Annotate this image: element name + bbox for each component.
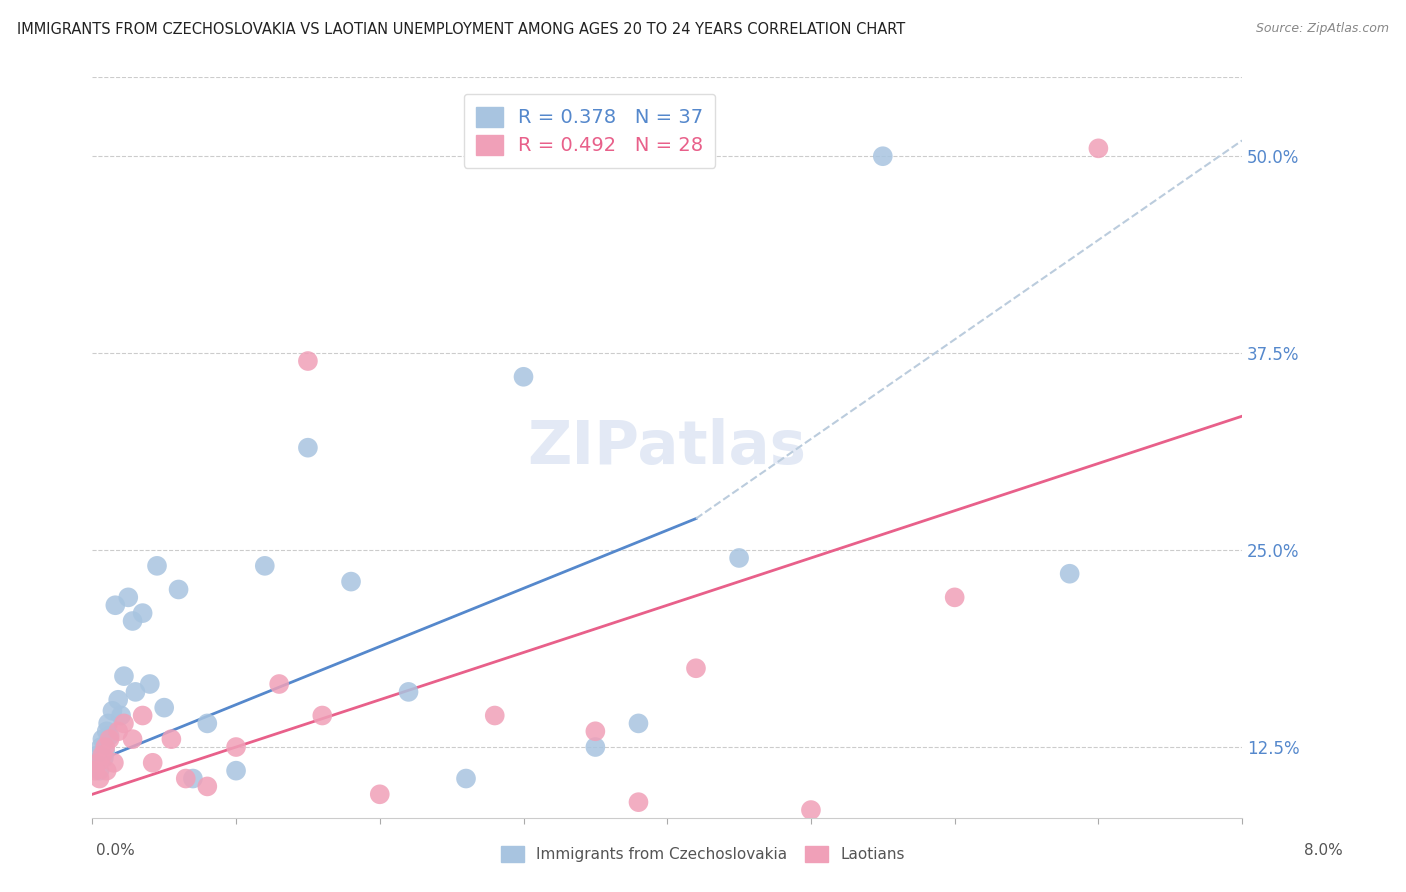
Point: [484, 708, 506, 723]
Point: [685, 661, 707, 675]
Point: [107, 692, 129, 706]
Point: [454, 772, 477, 786]
Point: [124, 685, 146, 699]
Point: [93, 751, 115, 765]
Point: [89, 764, 111, 778]
Point: [627, 795, 650, 809]
Point: [121, 732, 143, 747]
Point: [340, 574, 363, 589]
Point: [225, 764, 247, 778]
Point: [91, 747, 114, 762]
Point: [94, 745, 117, 759]
Point: [1059, 566, 1081, 581]
Point: [146, 558, 169, 573]
Point: [96, 724, 118, 739]
Point: [512, 369, 534, 384]
Point: [253, 558, 276, 573]
Point: [84, 756, 107, 770]
Point: [583, 739, 606, 754]
Point: [131, 606, 153, 620]
Text: 0.0%: 0.0%: [96, 843, 135, 857]
Point: [872, 149, 894, 163]
Point: [112, 669, 135, 683]
Point: [87, 747, 110, 762]
Point: [90, 739, 112, 754]
Point: [398, 685, 420, 699]
Point: [96, 764, 118, 778]
Point: [800, 803, 823, 817]
Text: IMMIGRANTS FROM CZECHOSLOVAKIA VS LAOTIAN UNEMPLOYMENT AMONG AGES 20 TO 24 YEARS: IMMIGRANTS FROM CZECHOSLOVAKIA VS LAOTIA…: [17, 22, 905, 37]
Point: [269, 677, 291, 691]
Point: [153, 700, 176, 714]
Point: [297, 441, 319, 455]
Point: [297, 354, 319, 368]
Point: [943, 591, 966, 605]
Point: [160, 732, 183, 747]
Point: [728, 551, 751, 566]
Text: 8.0%: 8.0%: [1303, 843, 1343, 857]
Point: [627, 716, 650, 731]
Point: [311, 708, 333, 723]
Point: [225, 739, 247, 754]
Point: [84, 764, 107, 778]
Point: [1087, 141, 1109, 155]
Point: [98, 732, 121, 747]
Legend: R = 0.378   N = 37, R = 0.492   N = 28: R = 0.378 N = 37, R = 0.492 N = 28: [464, 94, 716, 168]
Legend: Immigrants from Czechoslovakia, Laotians: Immigrants from Czechoslovakia, Laotians: [495, 840, 911, 868]
Point: [117, 591, 139, 605]
Point: [167, 582, 190, 597]
Point: [112, 716, 135, 731]
Point: [87, 756, 110, 770]
Point: [104, 599, 127, 613]
Point: [195, 716, 218, 731]
Point: [97, 716, 120, 731]
Point: [181, 772, 204, 786]
Text: Source: ZipAtlas.com: Source: ZipAtlas.com: [1256, 22, 1389, 36]
Point: [89, 772, 111, 786]
Point: [107, 724, 129, 739]
Point: [142, 756, 165, 770]
Point: [94, 739, 117, 754]
Point: [98, 729, 121, 743]
Point: [368, 787, 391, 801]
Point: [195, 780, 218, 794]
Point: [131, 708, 153, 723]
Point: [103, 756, 125, 770]
Point: [583, 724, 606, 739]
Point: [121, 614, 143, 628]
Point: [174, 772, 197, 786]
Text: ZIPatlas: ZIPatlas: [527, 418, 807, 477]
Point: [101, 704, 124, 718]
Point: [139, 677, 162, 691]
Point: [91, 732, 114, 747]
Point: [110, 708, 132, 723]
